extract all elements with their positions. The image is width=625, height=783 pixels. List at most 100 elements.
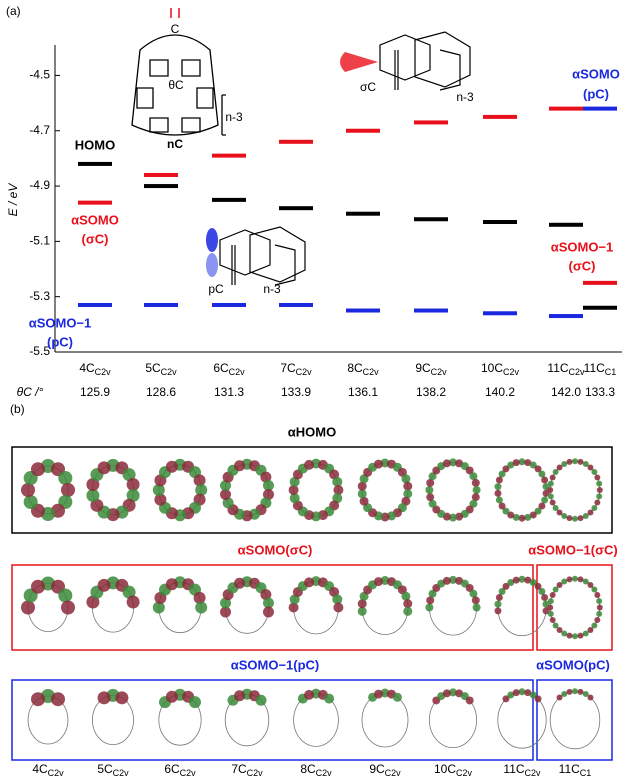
- energy-level: [212, 154, 246, 158]
- orbital-lobe: [403, 482, 412, 491]
- bottom-label: 9CC2v: [369, 762, 401, 778]
- orbital-lobe: [513, 689, 520, 696]
- bottom-label: 4CC2v: [32, 762, 64, 778]
- orbital-lobe: [494, 607, 501, 614]
- orbital-lobe: [550, 617, 556, 623]
- annotation: HOMO: [75, 137, 115, 152]
- orbital-lobe: [578, 515, 584, 521]
- orbital-lobe: [578, 633, 584, 639]
- category-subscript: C2v: [161, 367, 178, 377]
- energy-level: [144, 173, 178, 177]
- x-tick-label: 6CC2v: [213, 361, 245, 377]
- orbital-lobe: [425, 604, 433, 612]
- orbital-lobe: [583, 513, 589, 519]
- category-subscript: C2v: [229, 367, 246, 377]
- energy-level: [549, 314, 583, 318]
- orbital-lobe: [21, 601, 35, 615]
- category-subscript: C1: [580, 768, 592, 778]
- orbital-lobe: [263, 606, 274, 617]
- energy-level: [583, 107, 617, 111]
- orbital-lobe: [572, 576, 578, 582]
- x-tick-label: 10CC2v: [481, 361, 520, 377]
- orbital-lobe: [578, 576, 584, 582]
- category-subscript: C2v: [525, 768, 542, 778]
- category-subscript: C2v: [48, 768, 65, 778]
- category-subscript: C2v: [431, 367, 448, 377]
- orbital-lobe: [58, 471, 72, 485]
- orbital-lobe: [393, 693, 402, 702]
- bottom-label: 8CC2v: [300, 762, 332, 778]
- row-title: αSOMO(σC): [238, 542, 313, 557]
- structure-label: n-3: [263, 282, 281, 296]
- angle-value: 128.6: [146, 385, 176, 399]
- annotation: αSOMO: [71, 212, 119, 227]
- bottom-label: 10CC2v: [434, 762, 473, 778]
- angle-value: 125.9: [80, 385, 110, 399]
- angle-value: 131.3: [214, 385, 244, 399]
- orbital-lobe: [583, 630, 589, 636]
- angle-value: 133.3: [585, 385, 615, 399]
- category-subscript: C2v: [180, 768, 197, 778]
- orbital-lobe: [587, 694, 593, 700]
- energy-level: [346, 129, 380, 133]
- row-title: αSOMO−1(pC): [231, 657, 320, 672]
- orbital-lobe: [596, 493, 602, 499]
- category: 10C: [481, 361, 503, 375]
- structure-label: n-3: [456, 90, 474, 104]
- energy-level: [483, 115, 517, 119]
- orbital-lobe: [596, 598, 602, 604]
- y-tick-label: -4.5: [29, 68, 50, 82]
- bottom-label: 11CC1: [559, 762, 592, 778]
- panel-label: (a): [6, 4, 21, 18]
- y-axis-label: E / eV: [6, 183, 20, 217]
- orbital-lobe: [51, 692, 65, 706]
- category: 9C: [415, 361, 431, 375]
- orbital-lobe: [166, 691, 178, 703]
- orbital-lobe: [548, 493, 554, 499]
- energy-level: [279, 140, 313, 144]
- orbital-lobe: [597, 487, 603, 493]
- category: 11C: [584, 361, 605, 375]
- structure-label: n-3: [225, 110, 243, 124]
- category: 5C: [97, 762, 113, 776]
- orbital-lobe: [426, 493, 434, 501]
- orbital-lobe: [324, 694, 334, 704]
- orbital-lobe: [591, 587, 597, 593]
- orbital-lobe: [374, 577, 383, 586]
- orbital-lobe: [304, 690, 314, 700]
- bottom-label: 11CC2v: [503, 762, 541, 778]
- category: 11C: [547, 361, 568, 375]
- p-lobe: [206, 253, 218, 277]
- orbital-lobe: [591, 505, 597, 511]
- energy-level: [279, 206, 313, 210]
- orbital-lobe: [166, 578, 178, 590]
- energy-level: [78, 162, 112, 166]
- row-title: αSOMO−1(σC): [528, 542, 617, 557]
- category-subscript: C2v: [363, 367, 380, 377]
- angle-value: 140.2: [485, 385, 515, 399]
- orbital-lobe: [513, 577, 520, 584]
- orbital-lobe: [538, 470, 545, 477]
- orbital-lobe: [541, 496, 548, 503]
- orbital-lobe: [591, 622, 597, 628]
- category: 6C: [213, 361, 229, 375]
- annotation: (pC): [47, 334, 73, 349]
- orbital-lobe: [566, 515, 572, 521]
- category: 4C: [32, 762, 48, 776]
- orbital-lobe: [572, 688, 578, 694]
- orbital-lobe: [561, 461, 567, 467]
- orbital-lobe: [499, 503, 506, 510]
- orbital-lobe: [572, 458, 578, 464]
- orbital-lobe: [21, 483, 35, 497]
- energy-level: [144, 184, 178, 188]
- energy-level: [483, 311, 517, 315]
- category-subscript: C2v: [113, 768, 130, 778]
- orbital-lobe: [494, 601, 501, 608]
- orbital-lobe: [304, 460, 314, 470]
- orbital-lobe: [596, 481, 602, 487]
- orbital-lobe: [195, 602, 207, 614]
- orbital-lobe: [466, 696, 474, 704]
- orbital-lobe: [496, 594, 503, 601]
- structure-label: θC: [168, 78, 184, 92]
- orbital-lobe: [234, 690, 245, 701]
